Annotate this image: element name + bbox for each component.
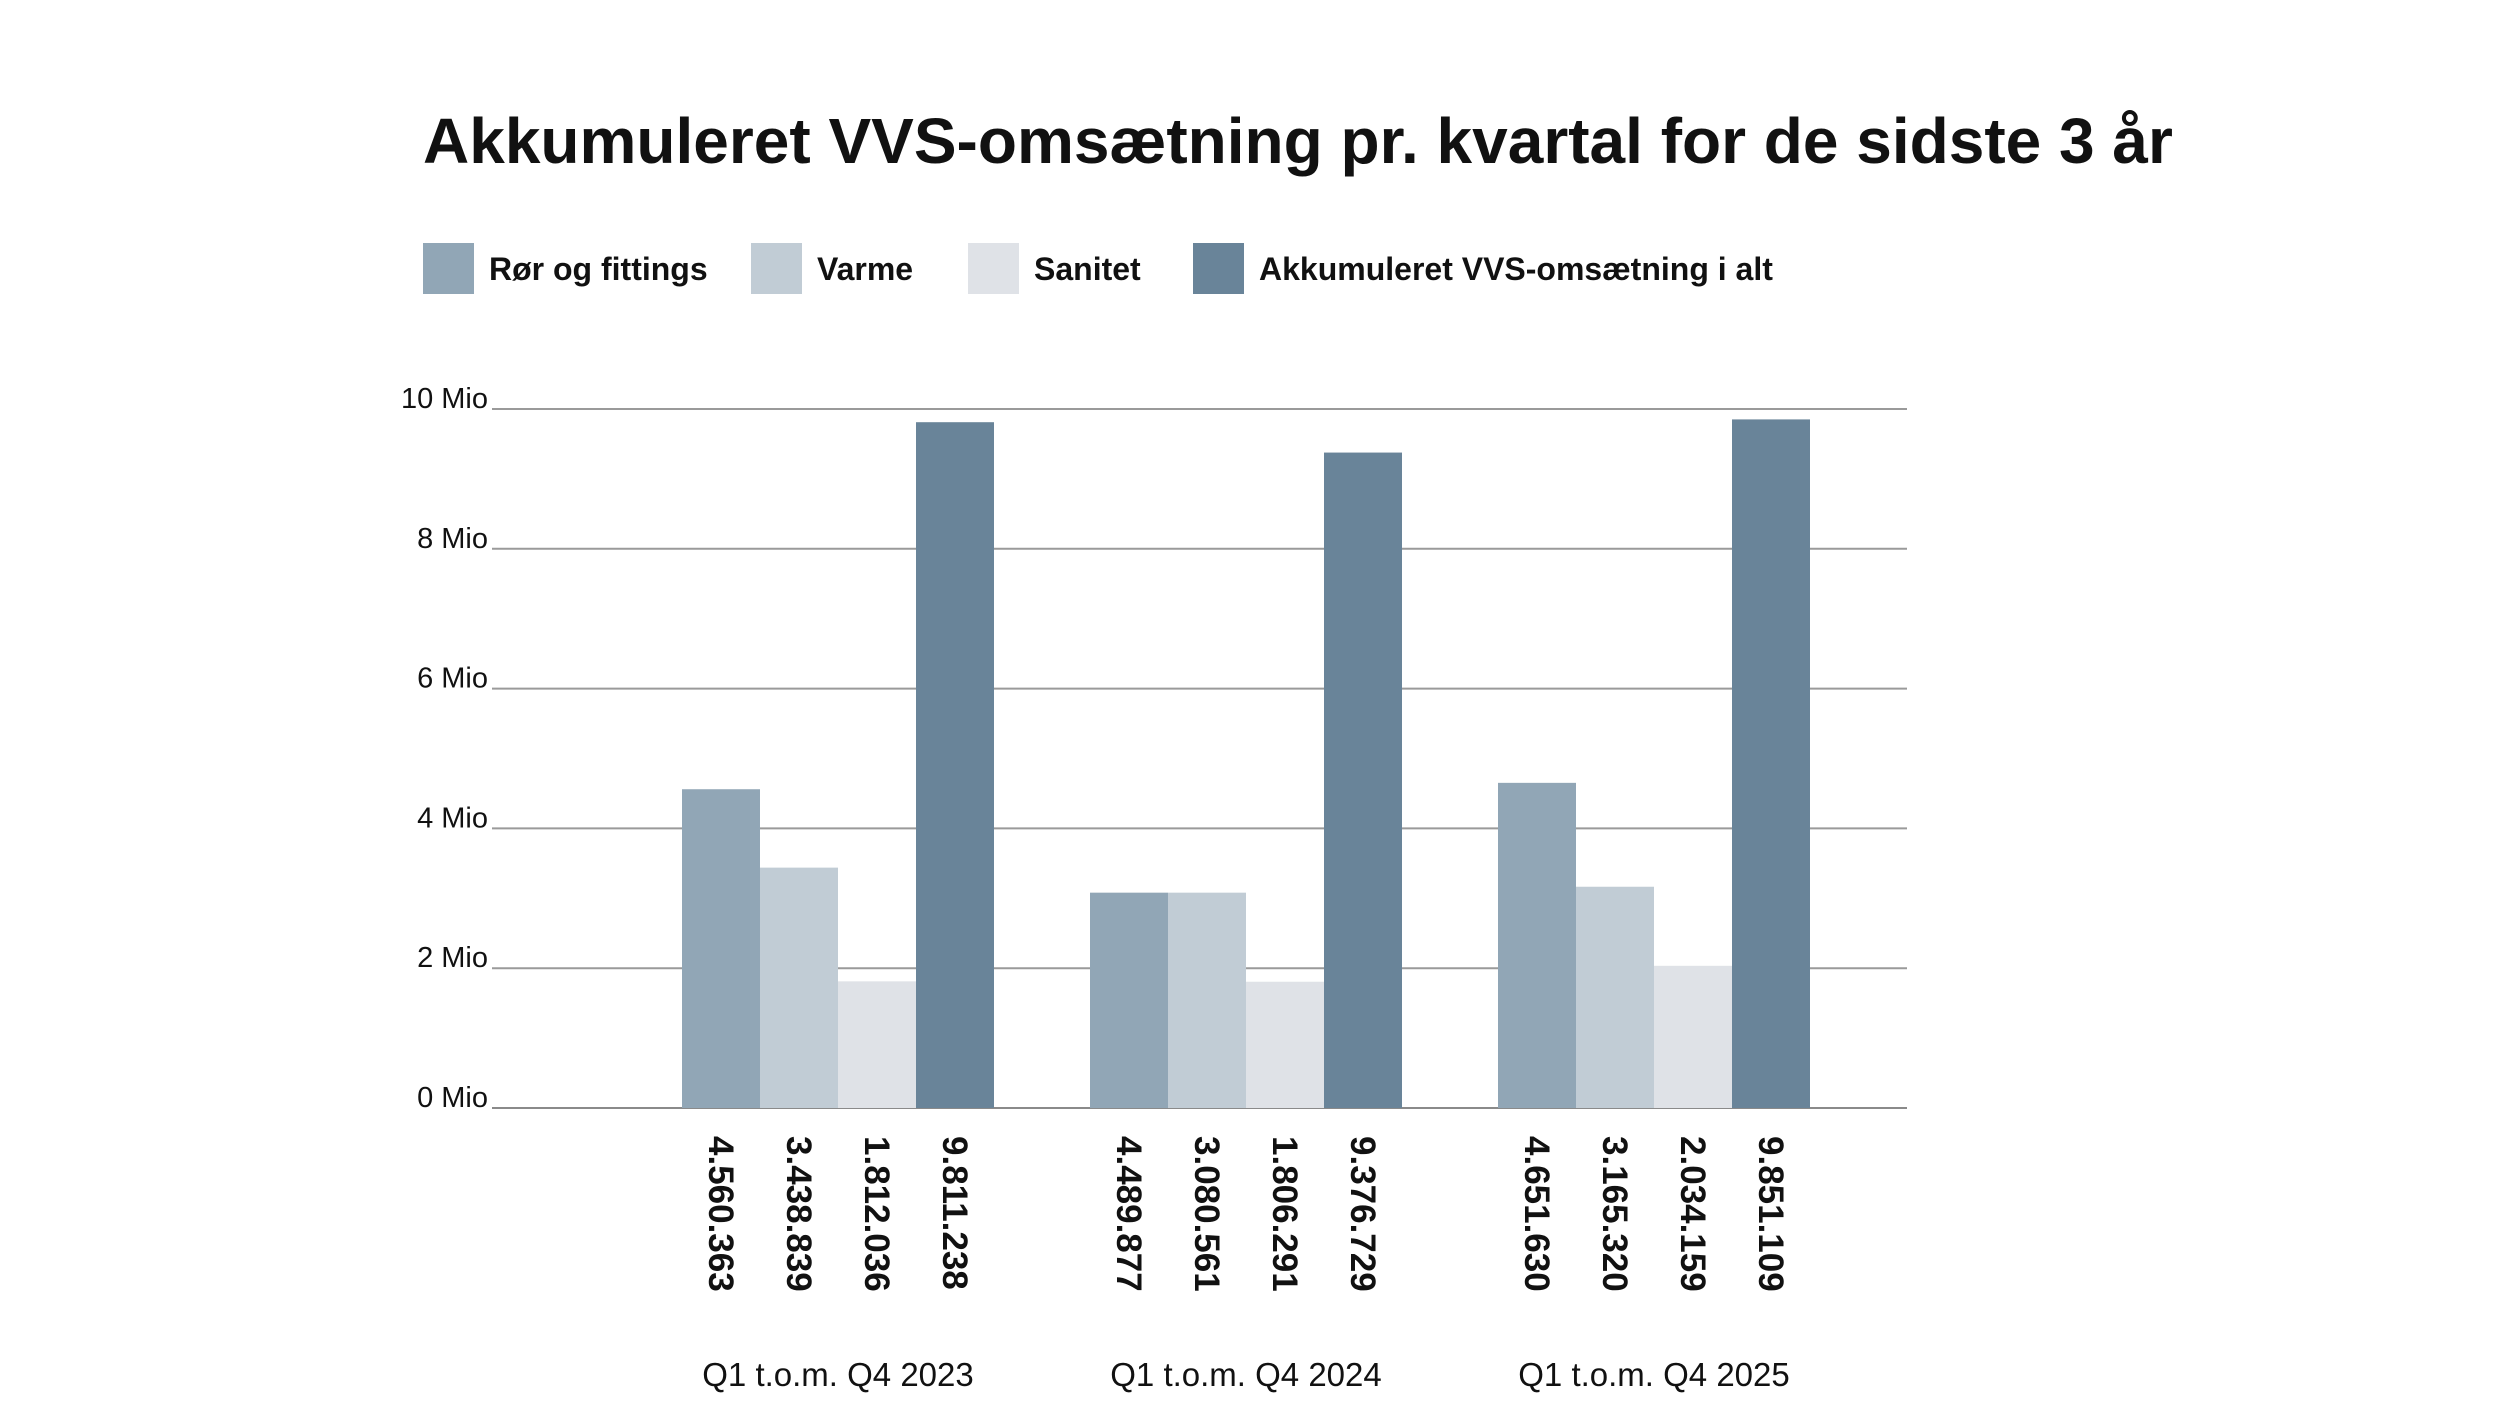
bars — [682, 419, 1810, 1108]
value-label: 1.806.291 — [1265, 1136, 1304, 1292]
y-tick-label: 10 Mio — [401, 383, 488, 415]
bar — [1498, 782, 1576, 1108]
y-axis: 0 Mio 2 Mio 4 Mio 6 Mio 8 Mio 10 Mio — [401, 383, 488, 1114]
y-tick-label: 6 Mio — [417, 663, 488, 695]
value-label: 3.080.561 — [1187, 1136, 1226, 1292]
y-tick-label: 0 Mio — [417, 1082, 488, 1114]
value-label: 4.560.363 — [701, 1136, 740, 1292]
value-label: 3.165.320 — [1595, 1136, 1634, 1292]
legend-label: Rør og fittings — [489, 251, 708, 287]
bar — [682, 789, 760, 1108]
legend: Rør og fittings Varme Sanitet Akkumuleret V… — [423, 243, 1773, 294]
value-label: 4.651.630 — [1517, 1136, 1556, 1292]
value-label: 2.034.159 — [1673, 1136, 1712, 1292]
bar — [1654, 965, 1732, 1108]
bar — [916, 422, 994, 1108]
category-label: Q1 t.o.m. Q4 2025 — [1518, 1356, 1789, 1393]
legend-label: Sanitet — [1034, 251, 1141, 287]
bar — [1090, 892, 1168, 1108]
value-labels: 4.560.363 3.438.839 1.812.036 9.811.238 4.48… — [701, 1136, 1790, 1292]
value-label: 9.851.109 — [1751, 1136, 1790, 1292]
y-tick-label: 2 Mio — [417, 942, 488, 974]
bar — [838, 981, 916, 1108]
chart-title: Akkumuleret VVS-omsætning pr. kvartal fo… — [423, 105, 2173, 177]
bar — [1324, 452, 1402, 1108]
legend-swatch — [1193, 243, 1244, 294]
legend-swatch — [751, 243, 802, 294]
value-label: 9.376.729 — [1343, 1136, 1382, 1292]
bar — [1246, 981, 1324, 1108]
value-label: 9.811.238 — [935, 1136, 974, 1290]
bar — [1168, 892, 1246, 1108]
x-axis: Q1 t.o.m. Q4 2023 Q1 t.o.m. Q4 2024 Q1 t.o… — [702, 1356, 1789, 1393]
category-label: Q1 t.o.m. Q4 2024 — [1110, 1356, 1381, 1393]
legend-label: Akkumuleret VVS-omsætning i alt — [1259, 251, 1773, 287]
legend-label: Varme — [817, 251, 913, 287]
legend-swatch — [423, 243, 474, 294]
bar — [1732, 419, 1810, 1108]
bar — [760, 867, 838, 1108]
category-label: Q1 t.o.m. Q4 2023 — [702, 1356, 973, 1393]
legend-swatch — [968, 243, 1019, 294]
value-label: 1.812.036 — [857, 1136, 896, 1292]
y-tick-label: 8 Mio — [417, 523, 488, 555]
value-label: 4.489.877 — [1109, 1136, 1148, 1292]
value-label: 3.438.839 — [779, 1136, 818, 1292]
bar — [1576, 886, 1654, 1108]
y-tick-label: 4 Mio — [417, 802, 488, 834]
